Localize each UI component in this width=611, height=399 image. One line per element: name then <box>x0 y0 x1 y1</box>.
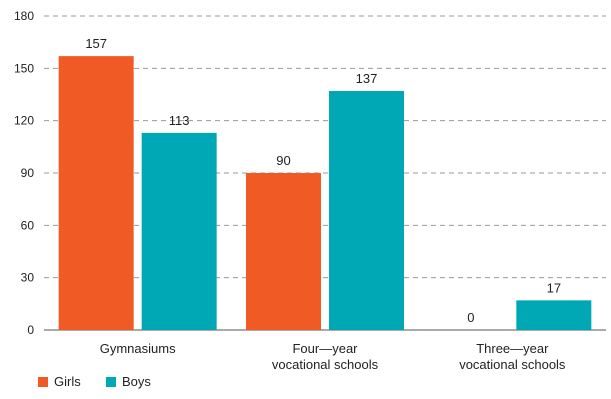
bars <box>58 56 592 330</box>
data-labels: 157 113 90 137 0 17 <box>85 36 561 325</box>
legend: Girls Boys <box>38 374 151 389</box>
legend-swatch-boys <box>106 377 116 387</box>
bar-boys <box>516 300 592 330</box>
data-label: 157 <box>85 36 107 51</box>
x-tick-label-line: vocational schools <box>272 357 379 372</box>
data-label: 0 <box>467 310 474 325</box>
bar-boys <box>329 91 404 330</box>
gridlines <box>44 15 606 331</box>
y-tick-label: 180 <box>14 9 34 23</box>
y-tick-label: 30 <box>21 271 35 285</box>
legend-swatch-girls <box>38 377 48 387</box>
x-tick-label-line: Gymnasiums <box>100 341 176 356</box>
legend-label: Girls <box>54 374 81 389</box>
bar-girls <box>246 173 321 330</box>
y-tick-label: 60 <box>21 218 35 232</box>
x-tick-label: Four—year vocational schools <box>272 341 379 372</box>
x-tick-label: Three—year vocational schools <box>459 341 566 372</box>
y-tick-label: 150 <box>14 61 34 75</box>
y-axis-ticks: 0 30 60 90 120 150 180 <box>14 9 34 337</box>
y-tick-label: 90 <box>21 166 35 180</box>
x-axis-ticks: Gymnasiums Four—year vocational schoolsThr… <box>100 341 566 372</box>
y-tick-label: 120 <box>14 114 34 128</box>
x-tick-label-line: Three—year <box>476 341 549 356</box>
x-tick-label-line: vocational schools <box>459 357 566 372</box>
legend-label: Boys <box>122 374 151 389</box>
data-label: 137 <box>356 71 378 86</box>
x-tick-label: Gymnasiums <box>100 341 176 356</box>
data-label: 17 <box>547 280 561 295</box>
x-tick-label-line: Four—year <box>292 341 358 356</box>
data-label: 90 <box>276 153 290 168</box>
y-tick-label: 0 <box>27 323 34 337</box>
bar-boys <box>141 132 217 330</box>
bar-girls <box>58 56 134 330</box>
data-label: 113 <box>169 113 190 128</box>
